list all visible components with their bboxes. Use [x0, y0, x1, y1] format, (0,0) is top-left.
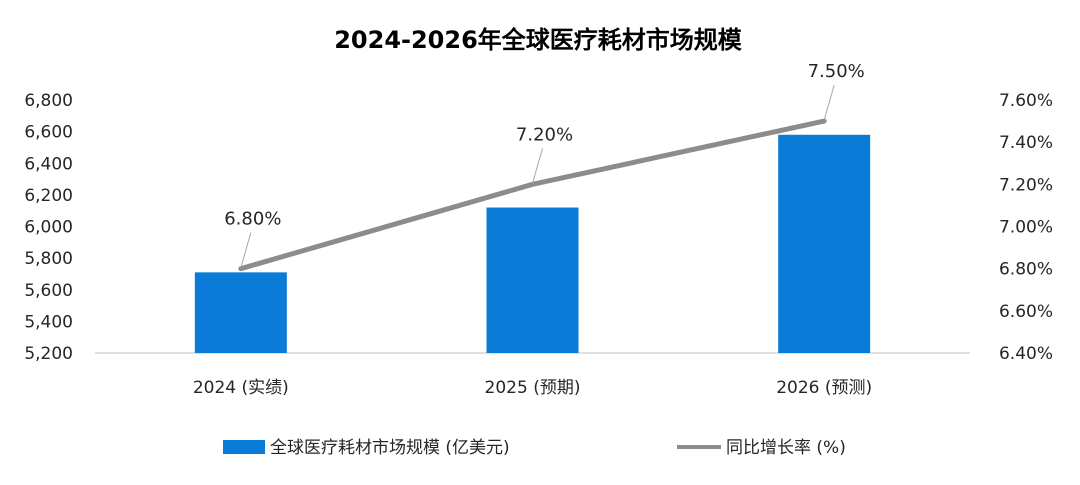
x-tick-label: 2024 (实绩) — [193, 378, 289, 398]
y-left-tick-label: 5,400 — [24, 312, 73, 332]
x-tick-label: 2026 (预测) — [776, 378, 872, 398]
y-right-tick-label: 6.40% — [999, 344, 1053, 364]
y-left-tick-label: 5,600 — [24, 281, 73, 301]
y-right-tick-label: 7.20% — [999, 175, 1053, 195]
data-label-leader — [240, 232, 252, 268]
legend-label-bar: 全球医疗耗材市场规模 (亿美元) — [270, 438, 510, 458]
x-tick-label: 2025 (预期) — [485, 378, 581, 398]
chart-title: 2024-2026年全球医疗耗材市场规模 — [334, 26, 743, 54]
y-left-tick-label: 6,000 — [24, 218, 73, 238]
bar — [778, 134, 871, 353]
data-label-leader — [823, 84, 835, 121]
y-right-tick-label: 7.60% — [999, 91, 1053, 111]
y-right-tick-label: 7.40% — [999, 133, 1053, 153]
y-left-tick-label: 6,400 — [24, 154, 73, 174]
growth-line — [238, 118, 827, 272]
y-right-tick-label: 6.60% — [999, 302, 1053, 322]
growth-line-path — [238, 118, 827, 272]
y-right-tick-label: 6.80% — [999, 260, 1053, 280]
legend-swatch-bar — [223, 440, 265, 454]
data-label-leader — [532, 148, 543, 184]
bar — [486, 207, 579, 353]
bar — [194, 272, 287, 353]
data-labels: 6.80% 7.20% 7.50% — [224, 61, 865, 268]
legend: 全球医疗耗材市场规模 (亿美元) 同比增长率 (%) — [223, 438, 846, 458]
y-left-tick-label: 5,800 — [24, 249, 73, 269]
data-label: 7.20% — [516, 124, 573, 145]
y-right-tick-label: 7.00% — [999, 218, 1053, 238]
data-label: 7.50% — [808, 61, 865, 82]
data-label: 6.80% — [224, 209, 281, 230]
y-left-tick-label: 5,200 — [24, 344, 73, 364]
y-left-tick-label: 6,200 — [24, 186, 73, 206]
axes: 5,200 5,400 5,600 5,800 6,000 6,200 6,400 6,600… — [24, 91, 1053, 398]
y-left-tick-label: 6,600 — [24, 123, 73, 143]
y-left-tick-label: 6,800 — [24, 91, 73, 111]
bars — [194, 134, 871, 353]
legend-label-line: 同比增长率 (%) — [726, 438, 846, 458]
